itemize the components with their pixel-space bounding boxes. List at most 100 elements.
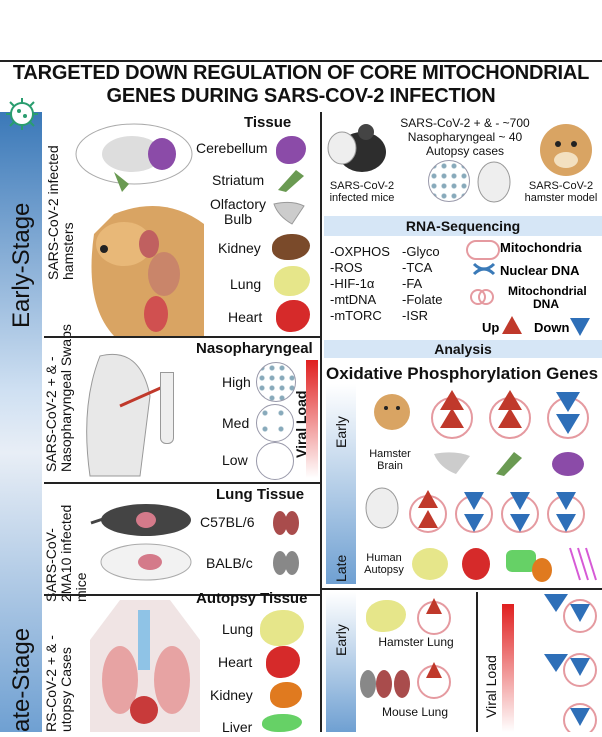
early-gene-panels: [430, 384, 600, 446]
hamsters-label: SARS-CoV-2 infected hamsters: [45, 145, 76, 280]
hamster-lung-label: Hamster Lung: [378, 635, 454, 649]
virus-high-icon: [256, 362, 296, 402]
mice-label: SARS-CoV-2MA10 infected mice: [43, 504, 89, 602]
autopsy-kidney: Kidney: [210, 687, 253, 703]
striatum-icon: [276, 168, 306, 192]
rnaseq-header: RNA-Sequencing: [324, 216, 602, 236]
early-tissue-row: [430, 448, 600, 478]
lower-stage-band: [326, 592, 356, 732]
load-med: Med: [222, 415, 250, 431]
strain-c57: C57BL/6: [200, 514, 255, 530]
up-triangle-icon: [502, 316, 522, 334]
hamster-brain-icon: [372, 388, 412, 432]
mouse-lung-label: Mouse Lung: [381, 705, 449, 719]
hamster-brain-label: Hamster Brain: [369, 448, 411, 472]
swab-head-illustration: [80, 346, 170, 478]
late-stage-label: ate-Stage: [8, 627, 35, 732]
naso-header: Nasopharyngeal: [196, 340, 313, 357]
hamster-illustration: [74, 114, 204, 336]
analysis-header: Analysis: [324, 340, 602, 358]
pathway-mtorc: -mTORC: [330, 308, 382, 323]
human-autopsy-label: Human Autopsy: [364, 552, 404, 576]
pathways-right: -Glyco -TCA -FA -Folate -ISR: [402, 244, 442, 324]
left-divider-1: [44, 336, 320, 338]
load-high: High: [222, 374, 251, 390]
tissue-lung: Lung: [230, 276, 262, 292]
nuclear-dna-icon: [472, 262, 496, 276]
tissue-striatum: Striatum: [212, 172, 265, 188]
late-gene-panels: [408, 484, 602, 542]
kidney-icon: [272, 234, 310, 260]
strain-balb: BALB/c: [206, 555, 253, 571]
autopsy-header: Autopsy Tissue: [196, 590, 308, 607]
tissue-header: Tissue: [244, 114, 292, 131]
down-label: Down: [534, 320, 570, 335]
tissue-heart: Heart: [228, 309, 263, 325]
stage-band: [0, 112, 42, 732]
human-autopsy-icon: [362, 484, 402, 532]
tissue-kidney: Kidney: [218, 240, 261, 256]
left-divider-3: [44, 594, 320, 596]
left-divider-2: [44, 482, 320, 484]
autopsy-heart: Heart: [218, 654, 253, 670]
human-body-illustration: [80, 600, 210, 732]
mice-photo: [326, 116, 390, 178]
autopsy-heart-icon: [266, 646, 300, 678]
hamster-lung-icon: [366, 600, 406, 632]
black-mouse-icon: [86, 498, 196, 538]
swabs-label: SARS-CoV-2 + & - Nasopharyngeal Swabs: [43, 324, 74, 472]
virus-icon: [4, 96, 40, 132]
mouse-lung-red-icon: [272, 506, 300, 536]
mice-caption: SARS-CoV-2 infected mice: [329, 180, 395, 204]
down-triangle-icon: [570, 318, 590, 336]
pathway-fa: -FA: [402, 276, 423, 291]
autopsy-lung-icon: [260, 610, 304, 646]
lower-early-label: Early: [333, 624, 349, 656]
early-stage-label: Early-Stage: [8, 202, 35, 328]
analysis-early-label: Early: [333, 416, 349, 448]
pathway-isr: -ISR: [402, 308, 428, 323]
center-divider: [320, 112, 322, 732]
legend-mitochondria: Mitochondria: [500, 240, 582, 255]
pathway-mtdna: -mtDNA: [330, 292, 377, 307]
analysis-late-label: Late: [333, 554, 349, 582]
lung-icon: [274, 266, 310, 296]
center-caption: SARS-CoV-2 + & - ~700 Nasopharyngeal ~ 4…: [400, 116, 530, 158]
tissue-cerebellum: Cerebellum: [196, 140, 268, 156]
pathway-oxphos: -OXPHOS: [330, 244, 390, 259]
legend-nuclear-dna: Nuclear DNA: [500, 263, 580, 278]
person-head-icon: [474, 160, 514, 204]
right-bottom-markers: [530, 592, 600, 737]
autopsy-liver: Liver: [222, 719, 253, 735]
load-low: Low: [222, 452, 248, 468]
hamster-photo: [538, 116, 594, 178]
pathway-folate: -Folate: [402, 292, 443, 307]
viral-load-label: Viral Load: [293, 390, 309, 458]
autopsy-label: RS-CoV-2 + & - utopsy Cases: [43, 635, 74, 732]
white-mouse-icon: [86, 540, 196, 586]
right-divider-bottom: [322, 588, 602, 590]
right-viral-load-label: Viral Load: [483, 655, 499, 718]
mt-dna-icon: [468, 286, 496, 308]
autopsy-lung: Lung: [222, 621, 254, 637]
pathway-glyco: -Glyco: [402, 244, 440, 259]
hamster-lung-marker: [416, 596, 452, 636]
swab-virus-icon: [428, 160, 470, 202]
olfactory-icon: [272, 200, 306, 226]
heart-icon: [276, 300, 310, 332]
tissue-olfactory: Olfactory Bulb: [209, 196, 266, 227]
title-rule: [0, 60, 602, 62]
mouse-lungs-icon: [358, 666, 418, 700]
lung-tissue-header: Lung Tissue: [216, 486, 305, 503]
right-inner-divider: [476, 592, 478, 732]
cerebellum-icon: [276, 136, 306, 164]
virus-med-icon: [256, 404, 294, 442]
virus-low-icon: [256, 442, 294, 480]
oxphos-header: Oxidative Phosphorylation Genes: [326, 364, 599, 383]
pathways-left: -OXPHOS -ROS -HIF-1α -mtDNA -mTORC: [330, 244, 390, 324]
right-viral-gradient: [502, 604, 514, 732]
pathway-hif: -HIF-1α: [330, 276, 375, 291]
late-tissue-row: [410, 544, 602, 584]
pathway-tca: -TCA: [402, 260, 433, 275]
swab-tube: [160, 372, 174, 444]
